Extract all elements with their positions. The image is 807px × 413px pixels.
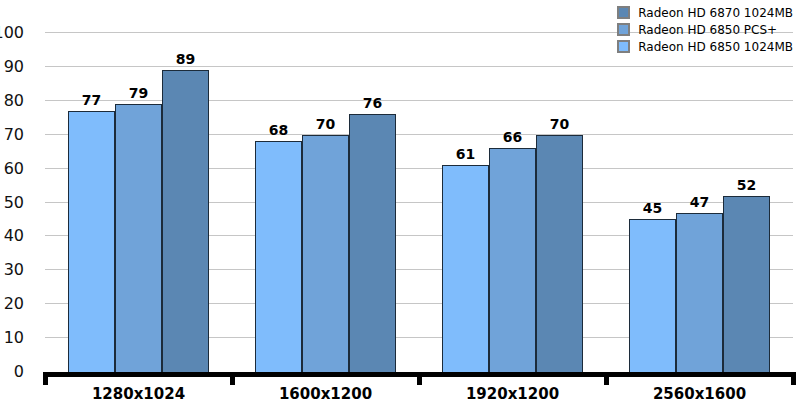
legend-swatch-icon — [617, 40, 630, 53]
legend-item: Radeon HD 6870 1024MB — [617, 6, 793, 19]
bar-1920x1200-radeon-hd-6850-pcs+ — [489, 148, 536, 372]
plot-area: 0102030405060708090100777989687076616670… — [45, 33, 793, 372]
category-label-1280x1024: 1280x1024 — [45, 385, 232, 403]
y-axis-tick-label: 0 — [0, 364, 24, 380]
bar-1280x1024-radeon-hd-6850-pcs+ — [115, 104, 162, 372]
y-axis-tick-label: 60 — [0, 161, 24, 177]
category-label-1600x1200: 1600x1200 — [232, 385, 419, 403]
bar-chart: 0102030405060708090100777989687076616670… — [0, 0, 807, 413]
y-axis-tick-label: 90 — [0, 59, 24, 75]
bar-1920x1200-radeon-hd-6850-1024mb — [442, 165, 489, 372]
bar-2560x1600-radeon-hd-6850-pcs+ — [676, 213, 723, 372]
y-axis-tick-label: 70 — [0, 127, 24, 143]
category-label-1920x1200: 1920x1200 — [419, 385, 606, 403]
x-axis-tick — [417, 372, 422, 385]
legend-label: Radeon HD 6850 PCS+ — [638, 23, 777, 37]
legend-swatch-icon — [617, 6, 630, 19]
x-axis-tick — [230, 372, 235, 385]
y-axis-tick-label: 20 — [0, 296, 24, 312]
bar-1280x1024-radeon-hd-6850-1024mb — [68, 111, 115, 372]
legend-label: Radeon HD 6850 1024MB — [638, 40, 793, 54]
x-axis-tick — [604, 372, 609, 385]
legend-swatch-icon — [617, 23, 630, 36]
bar-value-label: 52 — [717, 178, 777, 192]
legend-item: Radeon HD 6850 PCS+ — [617, 23, 793, 36]
bar-value-label: 79 — [109, 86, 169, 100]
category-label-2560x1600: 2560x1600 — [606, 385, 793, 403]
bar-2560x1600-radeon-hd-6870-1024mb — [723, 196, 770, 372]
bar-1280x1024-radeon-hd-6870-1024mb — [162, 70, 209, 372]
y-axis-tick-label: 40 — [0, 228, 24, 244]
legend: Radeon HD 6870 1024MB Radeon HD 6850 PCS+… — [617, 6, 793, 53]
y-axis-tick-label: 10 — [0, 330, 24, 346]
bar-value-label: 61 — [436, 147, 496, 161]
gridline-y-90 — [45, 66, 793, 67]
bar-1600x1200-radeon-hd-6870-1024mb — [349, 114, 396, 372]
bar-value-label: 66 — [483, 130, 543, 144]
x-axis-tick — [791, 372, 796, 385]
bar-2560x1600-radeon-hd-6850-1024mb — [629, 219, 676, 372]
bar-value-label: 76 — [343, 96, 403, 110]
bar-1920x1200-radeon-hd-6870-1024mb — [536, 135, 583, 372]
y-axis-tick-label: 50 — [0, 195, 24, 211]
y-axis-tick-label: 80 — [0, 93, 24, 109]
bar-1600x1200-radeon-hd-6850-1024mb — [255, 141, 302, 372]
legend-label: Radeon HD 6870 1024MB — [638, 6, 793, 20]
bar-value-label: 47 — [670, 195, 730, 209]
legend-item: Radeon HD 6850 1024MB — [617, 40, 793, 53]
bar-value-label: 89 — [156, 52, 216, 66]
y-axis-tick-label: 30 — [0, 262, 24, 278]
bar-value-label: 70 — [530, 117, 590, 131]
bar-1600x1200-radeon-hd-6850-pcs+ — [302, 135, 349, 372]
x-axis-tick — [43, 372, 48, 385]
y-axis-tick-label: 100 — [0, 25, 24, 41]
bar-value-label: 70 — [296, 117, 356, 131]
